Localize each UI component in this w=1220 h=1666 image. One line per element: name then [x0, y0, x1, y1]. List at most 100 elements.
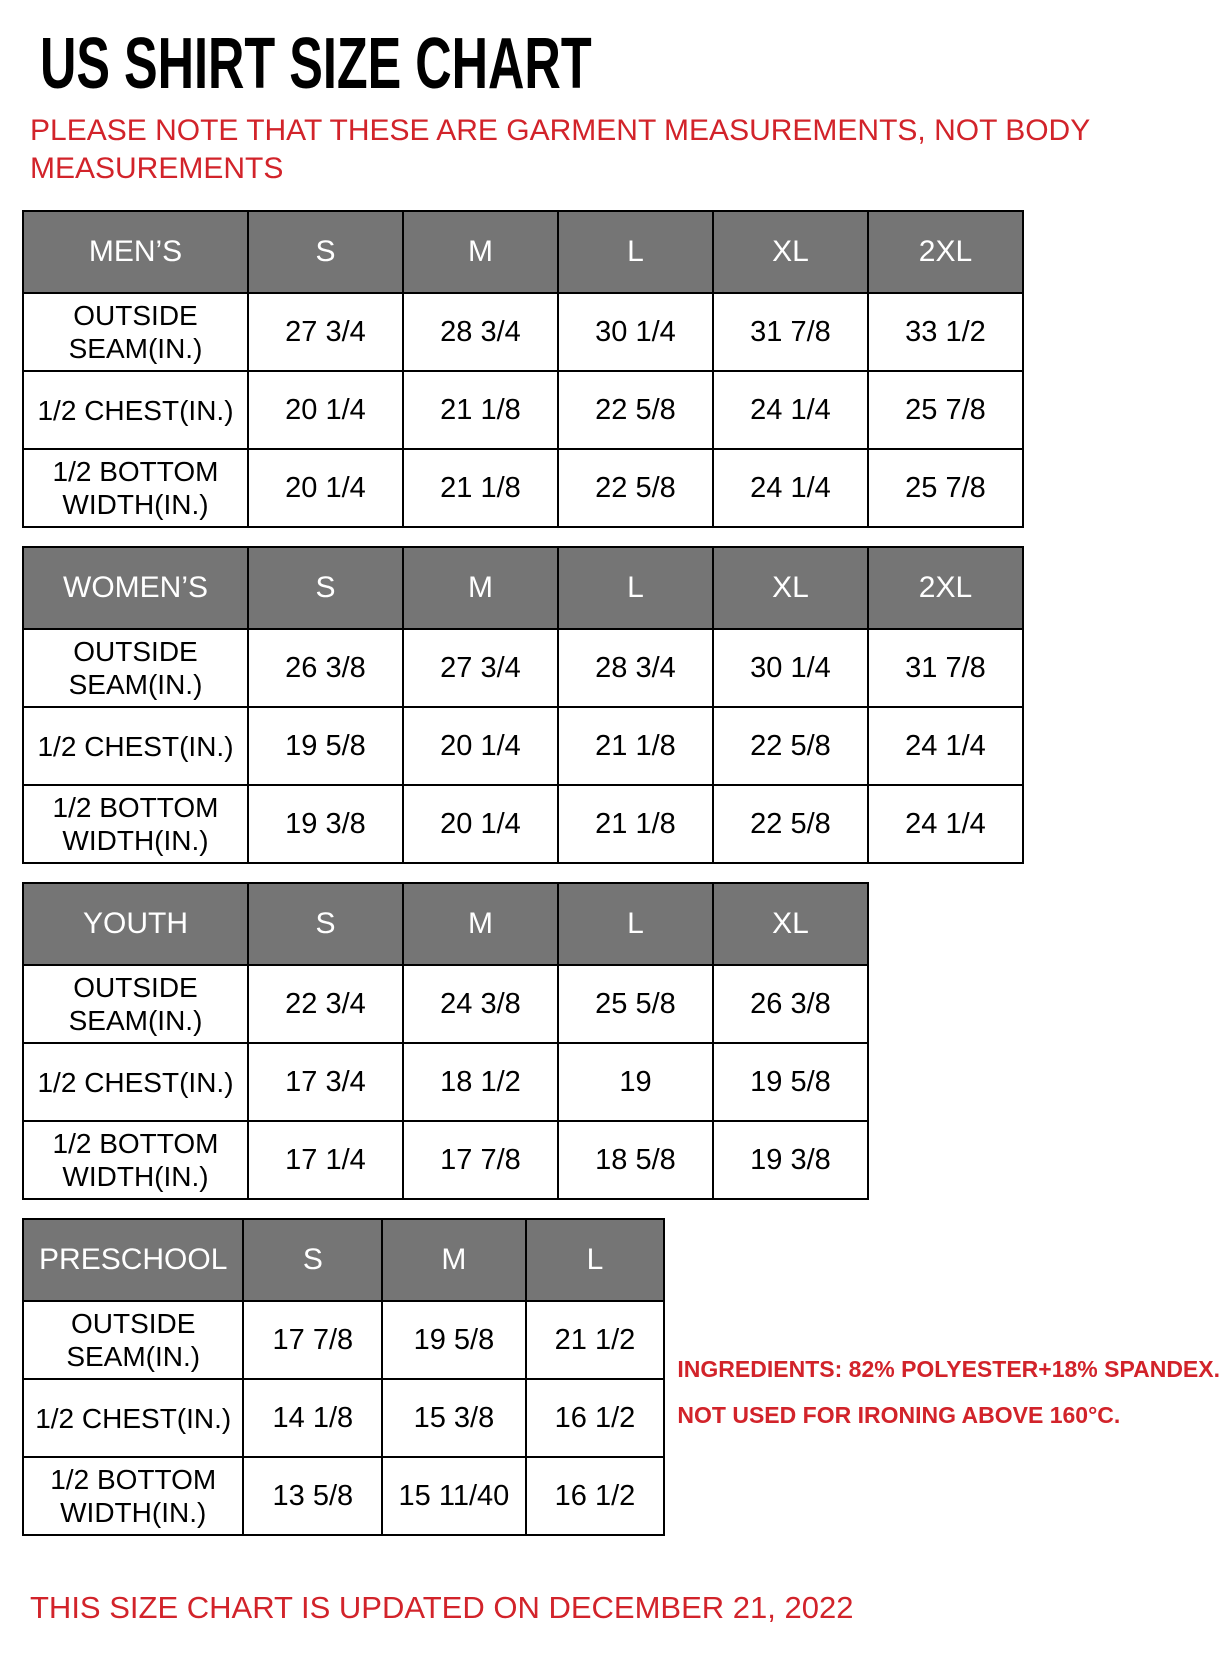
- measurement-value: 16 1/2: [524, 1378, 666, 1459]
- measurement-row: 1/2 CHEST(IN.) 14 1/8 15 3/8 16 1/2: [21, 1378, 666, 1459]
- measurement-row: 1/2 BOTTOM WIDTH(IN.) 20 1/4 21 1/8 22 5/8 2…: [22, 448, 1024, 529]
- measurement-row: OUTSIDE SEAM(IN.) 26 3/8 27 3/4 28 3/4 30 1/…: [22, 628, 1024, 709]
- measurement-value: 15 11/40: [381, 1456, 527, 1537]
- measurement-value: 13 5/8: [242, 1456, 384, 1537]
- measurement-value: 22 3/4: [247, 964, 404, 1045]
- measurement-value: 24 3/8: [402, 964, 559, 1045]
- measurement-value: 22 5/8: [712, 784, 869, 865]
- row-label: 1/2 CHEST(IN.): [22, 1042, 249, 1123]
- measurement-row: 1/2 CHEST(IN.) 20 1/4 21 1/8 22 5/8 24 1/4 25…: [22, 370, 1024, 451]
- measurement-value: 22 5/8: [557, 448, 714, 529]
- page-title: US SHIRT SIZE CHART: [40, 22, 592, 104]
- row-label: 1/2 BOTTOM WIDTH(IN.): [22, 784, 249, 865]
- measurement-value: 17 3/4: [247, 1042, 404, 1123]
- measurement-value: 17 1/4: [247, 1120, 404, 1201]
- size-header: M: [381, 1218, 527, 1303]
- measurement-value: 19: [557, 1042, 714, 1123]
- measurement-value: 28 3/4: [402, 292, 559, 373]
- measurement-row: 1/2 BOTTOM WIDTH(IN.) 13 5/8 15 11/40 16 1/…: [21, 1456, 666, 1537]
- measurement-value: 24 1/4: [712, 448, 869, 529]
- measurement-row: OUTSIDE SEAM(IN.) 27 3/4 28 3/4 30 1/4 31 7/…: [22, 292, 1024, 373]
- measurement-value: 14 1/8: [242, 1378, 384, 1459]
- group-header-womens: WOMEN’S: [22, 546, 249, 631]
- size-header: XL: [712, 546, 869, 631]
- measurement-value: 28 3/4: [557, 628, 714, 709]
- size-header: S: [242, 1218, 384, 1303]
- header-row-mens: MEN’S S M L XL 2XL: [22, 210, 1024, 295]
- measurement-value: 20 1/4: [402, 784, 559, 865]
- measurement-value: 22 5/8: [557, 370, 714, 451]
- row-label: OUTSIDE SEAM(IN.): [22, 628, 249, 709]
- measurement-value: 26 3/8: [712, 964, 869, 1045]
- measurement-value: 21 1/8: [402, 448, 559, 529]
- row-label: OUTSIDE SEAM(IN.): [21, 1300, 245, 1381]
- measurement-value: 31 7/8: [712, 292, 869, 373]
- size-header: L: [557, 546, 714, 631]
- ingredients-line2: NOT USED FOR IRONING ABOVE 160°C.: [677, 1402, 1121, 1429]
- row-label: 1/2 CHEST(IN.): [22, 706, 249, 787]
- measurement-row: 1/2 BOTTOM WIDTH(IN.) 19 3/8 20 1/4 21 1/8 2…: [22, 784, 1024, 865]
- measurement-value: 21 1/2: [524, 1300, 666, 1381]
- measurement-value: 25 7/8: [867, 448, 1024, 529]
- size-header: XL: [712, 882, 869, 967]
- row-label: 1/2 BOTTOM WIDTH(IN.): [22, 1120, 249, 1201]
- row-label: 1/2 BOTTOM WIDTH(IN.): [21, 1456, 245, 1537]
- size-header: S: [247, 546, 404, 631]
- measurement-value: 17 7/8: [242, 1300, 384, 1381]
- preschool-table-slot: PRESCHOOL S M L OUTSIDE SEAM(IN.) 17 7/8 19 5/…: [21, 1218, 666, 1554]
- group-header-preschool: PRESCHOOL: [21, 1218, 245, 1303]
- row-label: OUTSIDE SEAM(IN.): [22, 964, 249, 1045]
- ingredients-line1: INGREDIENTS: 82% POLYESTER+18% SPANDEX.: [677, 1356, 1220, 1383]
- measurement-value: 19 3/8: [712, 1120, 869, 1201]
- measurement-value: 18 1/2: [402, 1042, 559, 1123]
- measurement-row: 1/2 CHEST(IN.) 19 5/8 20 1/4 21 1/8 22 5/8 24…: [22, 706, 1024, 787]
- measurement-row: 1/2 BOTTOM WIDTH(IN.) 17 1/4 17 7/8 18 5/8 1…: [22, 1120, 869, 1201]
- measurement-value: 19 5/8: [381, 1300, 527, 1381]
- header-row-preschool: PRESCHOOL S M L: [21, 1218, 666, 1303]
- size-header: 2XL: [867, 546, 1024, 631]
- size-header: S: [247, 882, 404, 967]
- measurement-value: 27 3/4: [402, 628, 559, 709]
- header-row-youth: YOUTH S M L XL: [22, 882, 869, 967]
- measurement-value: 20 1/4: [402, 706, 559, 787]
- measurement-value: 27 3/4: [247, 292, 404, 373]
- size-tables-container: MEN’S S M L XL 2XL OUTSIDE SEAM(IN.) 27 3/4 28 3…: [22, 210, 1220, 1201]
- measurement-value: 21 1/8: [402, 370, 559, 451]
- size-header: M: [402, 210, 559, 295]
- measurement-value: 20 1/4: [247, 448, 404, 529]
- measurement-value: 24 1/4: [867, 706, 1024, 787]
- measurement-value: 31 7/8: [867, 628, 1024, 709]
- measurement-row: 1/2 CHEST(IN.) 17 3/4 18 1/2 19 19 5/8: [22, 1042, 869, 1123]
- ingredients-note: INGREDIENTS: 82% POLYESTER+18% SPANDEX. …: [677, 1346, 1220, 1438]
- measurement-value: 21 1/8: [557, 706, 714, 787]
- garment-measurement-note: PLEASE NOTE THAT THESE ARE GARMENT MEASU…: [30, 114, 1090, 186]
- size-table-mens: MEN’S S M L XL 2XL OUTSIDE SEAM(IN.) 27 3/4 28 3…: [22, 210, 1024, 529]
- row-label: 1/2 CHEST(IN.): [22, 370, 249, 451]
- size-header: L: [557, 882, 714, 967]
- size-header: XL: [712, 210, 869, 295]
- size-header: M: [402, 882, 559, 967]
- row-label: 1/2 CHEST(IN.): [21, 1378, 245, 1459]
- measurement-value: 22 5/8: [712, 706, 869, 787]
- measurement-value: 26 3/8: [247, 628, 404, 709]
- size-table-womens: WOMEN’S S M L XL 2XL OUTSIDE SEAM(IN.) 26 3/8 27…: [22, 546, 1024, 865]
- size-header: L: [557, 210, 714, 295]
- header-row-womens: WOMEN’S S M L XL 2XL: [22, 546, 1024, 631]
- row-label: OUTSIDE SEAM(IN.): [22, 292, 249, 373]
- group-header-mens: MEN’S: [22, 210, 249, 295]
- measurement-value: 16 1/2: [524, 1456, 666, 1537]
- size-table-preschool: PRESCHOOL S M L OUTSIDE SEAM(IN.) 17 7/8 19 5/…: [21, 1218, 666, 1537]
- size-table-youth: YOUTH S M L XL OUTSIDE SEAM(IN.) 22 3/4 24 3/8 2…: [22, 882, 869, 1201]
- size-header: L: [524, 1218, 666, 1303]
- measurement-value: 19 5/8: [712, 1042, 869, 1123]
- measurement-value: 18 5/8: [557, 1120, 714, 1201]
- update-date-footer: THIS SIZE CHART IS UPDATED ON DECEMBER 2…: [30, 1590, 854, 1626]
- measurement-row: OUTSIDE SEAM(IN.) 22 3/4 24 3/8 25 5/8 26 3/…: [22, 964, 869, 1045]
- measurement-value: 21 1/8: [557, 784, 714, 865]
- preschool-section: PRESCHOOL S M L OUTSIDE SEAM(IN.) 17 7/8 19 5/…: [21, 1218, 1220, 1554]
- measurement-value: 17 7/8: [402, 1120, 559, 1201]
- measurement-value: 25 5/8: [557, 964, 714, 1045]
- group-header-youth: YOUTH: [22, 882, 249, 967]
- size-header: 2XL: [867, 210, 1024, 295]
